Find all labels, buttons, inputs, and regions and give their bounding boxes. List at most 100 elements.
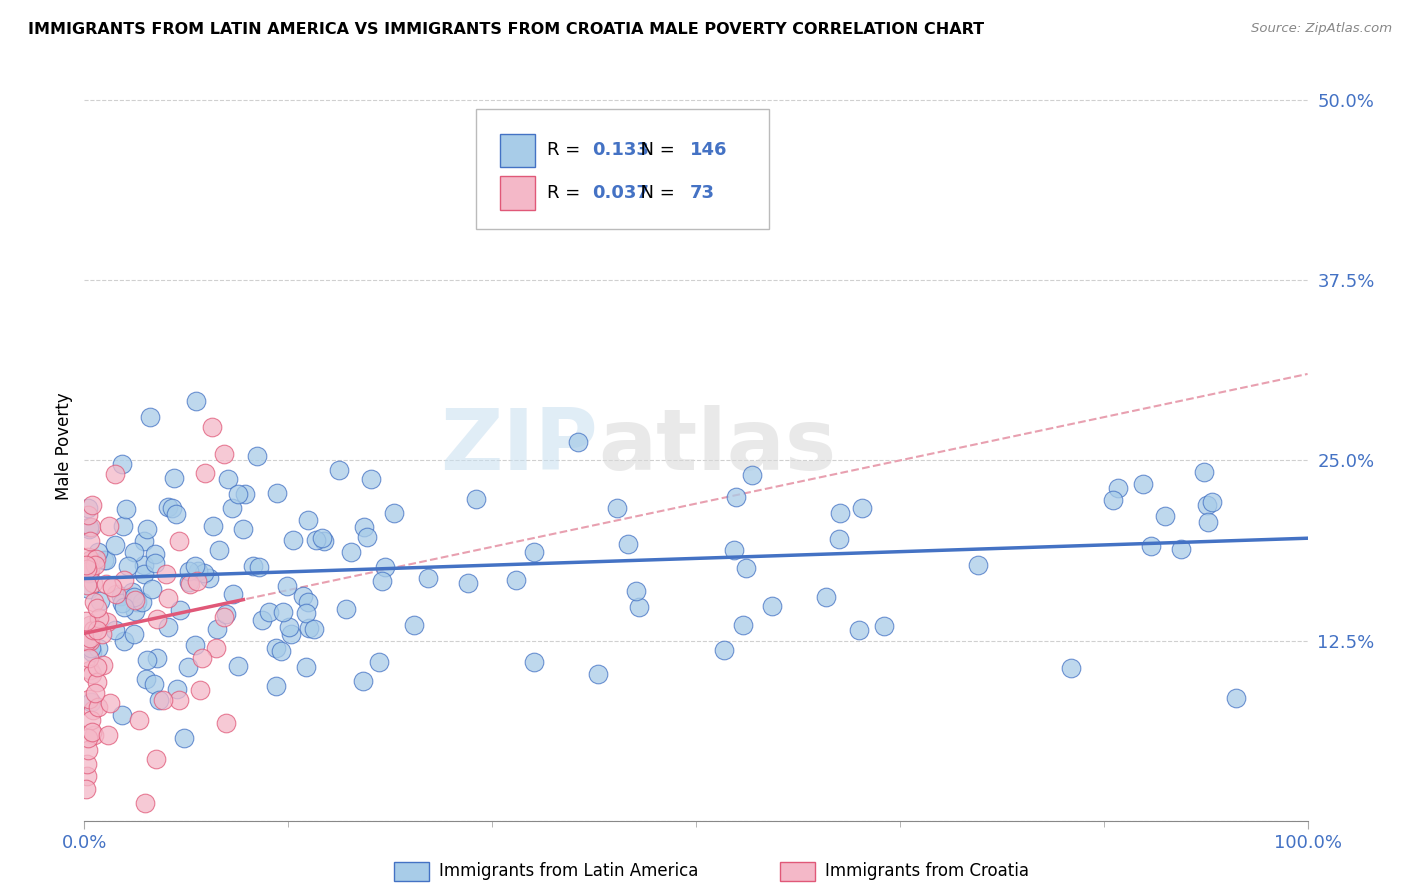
Point — [264, 640, 287, 655]
Point — [283, 533, 305, 547]
Point — [112, 633, 135, 648]
Point — [76, 562, 98, 576]
Text: IMMIGRANTS FROM LATIN AMERICA VS IMMIGRANTS FROM CROATIA MALE POVERTY CORRELATIO: IMMIGRANTS FROM LATIN AMERICA VS IMMIGRA… — [28, 22, 984, 37]
Point — [190, 682, 212, 697]
Point — [165, 508, 187, 522]
Point — [276, 579, 298, 593]
Point — [132, 558, 155, 572]
Point — [124, 591, 146, 605]
Point — [173, 731, 195, 746]
Point — [734, 561, 756, 575]
Point — [146, 612, 169, 626]
Point — [136, 653, 159, 667]
Point — [725, 490, 748, 504]
Point — [851, 501, 873, 516]
Point — [215, 607, 238, 621]
Point — [505, 573, 527, 587]
Point — [77, 651, 100, 665]
Point — [87, 641, 110, 656]
Point — [77, 520, 100, 534]
Point — [187, 564, 209, 578]
Point — [312, 534, 335, 549]
Point — [76, 508, 98, 522]
Point — [89, 594, 111, 608]
Text: 73: 73 — [690, 184, 714, 202]
Text: Source: ZipAtlas.com: Source: ZipAtlas.com — [1251, 22, 1392, 36]
Point — [75, 614, 97, 628]
Point — [136, 522, 159, 536]
Point — [91, 657, 114, 672]
Point — [464, 491, 486, 506]
Point — [761, 599, 783, 613]
Point — [79, 563, 101, 577]
Point — [232, 522, 254, 536]
Point — [212, 447, 235, 461]
Point — [83, 728, 105, 742]
Point — [86, 545, 108, 559]
Point — [89, 610, 111, 624]
Point — [360, 472, 382, 486]
Point — [162, 501, 184, 516]
Point — [523, 544, 546, 558]
Point — [247, 559, 270, 574]
Point — [79, 632, 101, 646]
Point — [79, 553, 101, 567]
Point — [627, 600, 650, 615]
Point — [112, 518, 135, 533]
Point — [193, 566, 215, 581]
Point — [124, 593, 146, 607]
Point — [418, 571, 440, 585]
Point — [457, 576, 479, 591]
Text: N =: N = — [628, 184, 681, 202]
Point — [291, 590, 314, 604]
Point — [145, 547, 167, 561]
Point — [184, 559, 207, 574]
Point — [624, 583, 647, 598]
Point — [104, 538, 127, 552]
Point — [157, 500, 180, 514]
Point — [139, 410, 162, 425]
Point — [848, 623, 870, 637]
Text: Immigrants from Croatia: Immigrants from Croatia — [825, 863, 1029, 880]
Point — [86, 623, 108, 637]
Point — [586, 667, 609, 681]
Point — [82, 575, 104, 590]
Point — [167, 693, 190, 707]
Point — [124, 545, 146, 559]
Point — [94, 577, 117, 591]
Point — [295, 660, 318, 674]
Point — [82, 623, 104, 637]
Point — [86, 600, 108, 615]
Point — [97, 728, 120, 742]
Point — [131, 595, 153, 609]
Point — [382, 506, 405, 520]
Point — [215, 715, 238, 730]
Point — [111, 708, 134, 723]
Point — [567, 435, 589, 450]
Point — [186, 574, 208, 588]
Point — [367, 655, 389, 669]
Point — [157, 591, 180, 605]
Point — [177, 575, 200, 590]
Point — [179, 564, 201, 578]
Point — [356, 531, 378, 545]
Point — [148, 693, 170, 707]
Point — [731, 618, 754, 632]
Point — [1197, 498, 1219, 512]
Point — [335, 602, 357, 616]
Text: 0.037: 0.037 — [592, 184, 650, 202]
Text: atlas: atlas — [598, 404, 837, 488]
Point — [80, 695, 103, 709]
FancyBboxPatch shape — [501, 177, 534, 210]
Point — [86, 674, 108, 689]
Point — [76, 501, 98, 516]
Point — [184, 639, 207, 653]
Point — [814, 590, 837, 604]
Text: 0.133: 0.133 — [592, 141, 650, 159]
Point — [873, 619, 896, 633]
FancyBboxPatch shape — [475, 109, 769, 228]
Point — [264, 679, 287, 693]
Point — [117, 559, 139, 574]
Point — [127, 595, 149, 609]
Point — [112, 600, 135, 615]
